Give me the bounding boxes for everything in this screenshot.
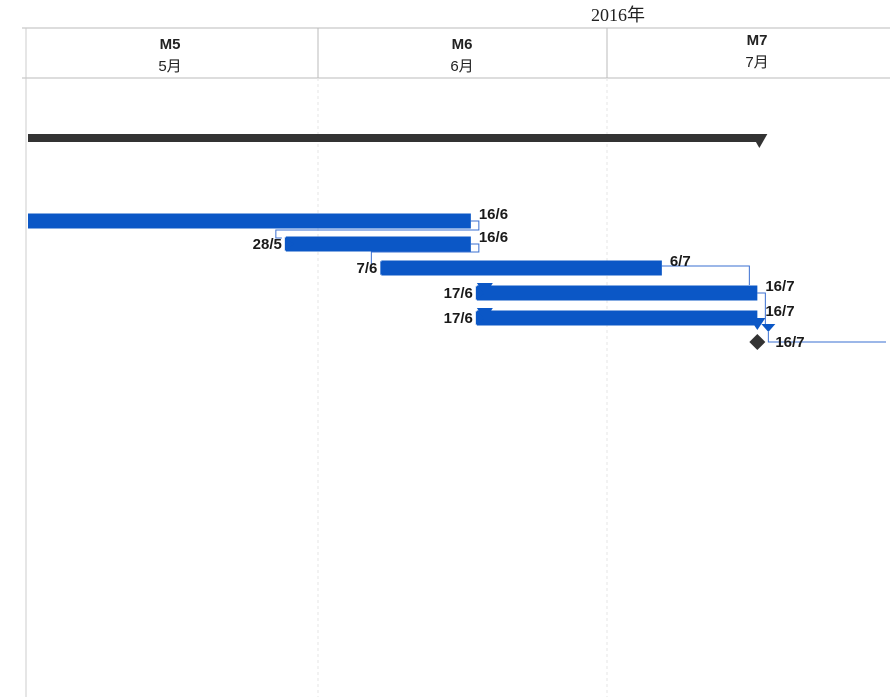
task-end-label: 16/7 <box>765 303 794 320</box>
task-end-label: 16/6 <box>479 206 508 223</box>
task-start-label: 28/5 <box>253 236 282 253</box>
link-arrow-down <box>476 283 493 295</box>
dependency-line <box>661 265 750 285</box>
task-start-label: 17/6 <box>444 285 473 302</box>
month-name-label: 6月 <box>450 58 473 75</box>
link-arrow-down <box>476 308 493 320</box>
year-label: 2016年 <box>591 5 645 25</box>
task-start-label: 17/6 <box>444 310 473 327</box>
link-arrow-right <box>475 311 485 325</box>
link-arrow-right <box>380 261 390 275</box>
milestone-link-line <box>767 332 886 343</box>
task-end-label: 6/7 <box>670 253 691 270</box>
milestone-label: 16/7 <box>775 334 804 351</box>
summary-end-marker <box>751 134 768 148</box>
link-arrow-down <box>761 324 776 332</box>
dependency-line <box>275 220 480 239</box>
timeline-grid <box>22 27 890 697</box>
month-code-label: M7 <box>747 32 768 49</box>
date-labels: 16/6 28/5 16/6 7/6 6/7 17/6 16/7 17/6 16/7 16/7 <box>253 206 805 351</box>
task-bar <box>28 213 471 229</box>
dependency-line <box>757 292 766 324</box>
link-arrow-down <box>749 318 766 330</box>
month-name-label: 7月 <box>745 54 768 71</box>
summary-bar <box>28 134 760 142</box>
task-bar <box>476 285 758 301</box>
link-arrow-right <box>284 237 294 251</box>
link-arrow-right <box>475 286 485 300</box>
task-end-label: 16/7 <box>765 278 794 295</box>
dependency-links <box>275 220 886 343</box>
task-start-label: 7/6 <box>356 260 377 277</box>
task-bar <box>381 260 662 276</box>
month-name-label: 5月 <box>158 58 181 75</box>
month-code-label: M6 <box>452 36 473 53</box>
task-bar <box>285 236 471 252</box>
task-end-label: 16/6 <box>479 229 508 246</box>
task-bar <box>476 310 758 326</box>
task-bars <box>28 134 776 350</box>
month-code-label: M5 <box>160 36 181 53</box>
dependency-line <box>370 243 480 268</box>
milestone-diamond <box>749 334 766 350</box>
